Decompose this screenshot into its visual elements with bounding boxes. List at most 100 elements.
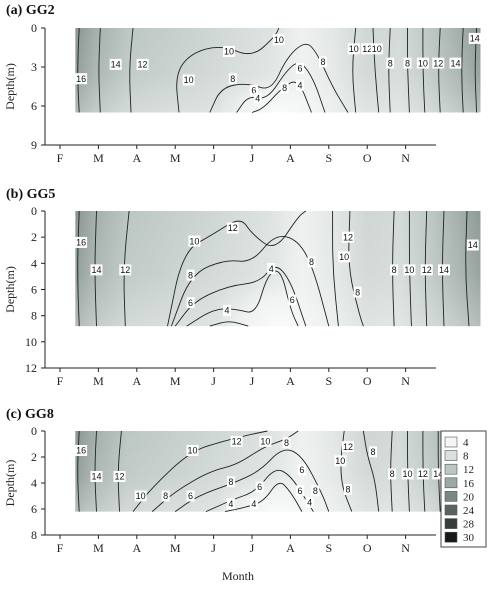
contour-label-text: 12 (138, 60, 148, 70)
x-tick-label: S (325, 151, 332, 165)
contour-label-text: 10 (189, 236, 199, 246)
contour-label-box (253, 92, 262, 104)
isoline-10 (388, 27, 391, 113)
contour-label-text: 6 (188, 491, 193, 501)
contour-label-text: 8 (230, 74, 235, 84)
contour-label-text: 10 (372, 44, 382, 54)
contour-label-text: 12 (343, 232, 353, 242)
legend-label: 20 (463, 491, 475, 503)
legend-swatch (444, 477, 458, 489)
contour-label: 8 (161, 490, 170, 502)
cold-water-core (221, 234, 337, 327)
y-tick-label: 12 (25, 361, 37, 375)
contour-label-text: 4 (307, 498, 312, 508)
contour-label: 14 (438, 264, 450, 276)
contour-label-box (420, 264, 433, 276)
contour-label: 14 (468, 32, 481, 44)
isoline-2 (98, 27, 101, 113)
legend-swatch (444, 518, 458, 529)
contour-label-box (134, 490, 147, 502)
contour-label-text: 8 (370, 447, 375, 457)
x-tick-label: J (211, 151, 216, 165)
legend-label: 8 (463, 451, 469, 463)
contour-label: 8 (368, 446, 377, 458)
contour-label-text: 4 (251, 499, 256, 509)
contour-label-box (75, 73, 88, 85)
contour-label: 10 (222, 45, 235, 57)
contour-label: 12 (119, 264, 132, 276)
contour-label-box (222, 45, 235, 57)
contour-label-box (226, 476, 235, 488)
contour-label-text: 12 (232, 437, 242, 447)
x-tick-label: A (132, 151, 141, 165)
isoline-14 (461, 27, 464, 113)
x-tick-label: M (170, 151, 181, 165)
contour-label-box (342, 231, 354, 243)
contour-label: 10 (347, 43, 360, 55)
panel-2: (b) GG5 16 14 12 12 10 8 6 4 4 6 8 12 10 8 8 10 12 14 14 0 2 4… (3, 187, 481, 388)
contour-label: 8 (226, 476, 235, 488)
contour-label-text: 4 (255, 93, 260, 103)
x-tick-label: S (325, 541, 332, 555)
contour-label-box (226, 222, 239, 234)
x-tick-label: O (363, 541, 372, 555)
legend-swatch (444, 531, 458, 543)
contour-label-text: 8 (282, 83, 287, 93)
isoline-15 (465, 210, 470, 327)
x-tick-label: M (170, 541, 181, 555)
contour-label: 6 (186, 297, 195, 309)
contour-label: 8 (388, 468, 397, 480)
contour-label: 10 (186, 445, 199, 456)
contour-label: 12 (420, 264, 433, 276)
contour-label-text: 10 (274, 35, 284, 45)
contour-label-text: 10 (224, 47, 234, 57)
contour-label-box (307, 256, 316, 268)
y-tick-label: 2 (31, 230, 37, 244)
contour-label-box (75, 236, 88, 248)
contour-label: 10 (259, 435, 272, 447)
contour-label: 8 (186, 269, 195, 281)
contour-label-text: 14 (111, 60, 121, 70)
contour-label: 10 (338, 251, 351, 263)
contour-label: 16 (75, 445, 88, 456)
contour-label-text: 8 (163, 491, 168, 501)
contour-label: 14 (90, 264, 103, 276)
x-tick-label: N (401, 151, 410, 165)
contour-label-box (449, 57, 462, 69)
contour-label: 12 (226, 222, 239, 234)
isoline-8 (209, 321, 249, 327)
contour-label-box (386, 57, 395, 69)
contour-label-text: 10 (335, 456, 345, 466)
y-tick-label: 4 (31, 476, 37, 490)
contour-label: 10 (188, 235, 201, 247)
contour-label-box (182, 74, 195, 86)
contour-label: 10 (403, 264, 416, 276)
contour-label: 16 (75, 73, 88, 85)
contour-label-text: 8 (309, 257, 314, 267)
contour-label: 8 (344, 484, 352, 495)
contour-label-box (432, 57, 445, 69)
x-tick-label: A (132, 374, 141, 388)
contour-label-text: 10 (184, 75, 194, 85)
x-tick-label: N (401, 541, 410, 555)
legend-label: 28 (463, 519, 475, 531)
x-tick-label: A (286, 374, 295, 388)
contour-label-text: 6 (297, 486, 302, 496)
y-tick-label: 8 (31, 309, 37, 323)
contour-label: 8 (386, 57, 395, 69)
legend-label: 12 (463, 464, 474, 476)
y-tick-label: 4 (31, 256, 37, 270)
isoline-6 (174, 266, 307, 327)
contour-label-text: 8 (228, 477, 233, 487)
contour-label-box (416, 57, 429, 69)
contour-label-box (342, 441, 354, 453)
contour-label-box (296, 485, 304, 497)
contour-label: 10 (334, 455, 347, 467)
x-tick-label: A (286, 151, 295, 165)
x-tick-label: J (211, 541, 216, 555)
isoline-10 (362, 430, 380, 512)
contour-label-text: 6 (299, 465, 304, 475)
contour-label-box (319, 56, 328, 68)
